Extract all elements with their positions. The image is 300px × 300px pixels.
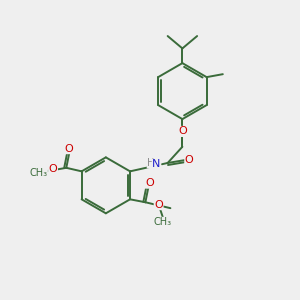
Text: O: O bbox=[65, 144, 74, 154]
Text: O: O bbox=[146, 178, 154, 188]
Text: CH₃: CH₃ bbox=[154, 217, 172, 227]
Text: O: O bbox=[49, 164, 57, 174]
Text: O: O bbox=[154, 200, 163, 210]
Text: O: O bbox=[185, 155, 194, 165]
Text: CH₃: CH₃ bbox=[29, 168, 47, 178]
Text: N: N bbox=[152, 159, 161, 170]
Text: O: O bbox=[178, 126, 187, 136]
Text: H: H bbox=[147, 158, 155, 168]
